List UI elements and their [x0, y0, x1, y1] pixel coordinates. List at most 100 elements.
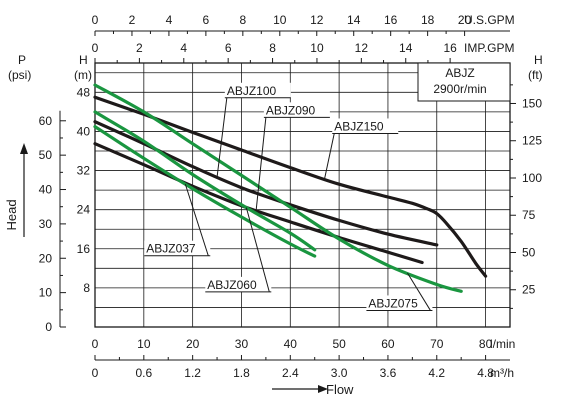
model-annotation: ABJZ [445, 66, 474, 80]
impgpm-tick: 0 [92, 41, 99, 55]
head-axis-title: Head [4, 199, 19, 230]
curve-label-abjz060: ABJZ060 [207, 278, 257, 292]
usgpm-tick: 10 [273, 13, 287, 27]
head-ft-tick: 100 [522, 171, 542, 185]
annotation-box [417, 62, 511, 102]
curve-label-bg-abjz090 [263, 102, 330, 118]
head-m-tick: 48 [77, 85, 91, 99]
x-tick-lmin: 70 [430, 337, 444, 351]
usgpm-tick: 4 [166, 13, 173, 27]
x-tick-m3h: 4.2 [428, 366, 445, 380]
curve-label-abjz075: ABJZ075 [368, 296, 418, 310]
head-ft-tick: 150 [522, 96, 542, 110]
head-m-tick: 40 [77, 124, 91, 138]
curve-labels: ABJZ150 ABJZ100 ABJZ090 ABJZ075 ABJZ060 ABJZ0… [144, 82, 433, 311]
x-tick-lmin: 10 [137, 337, 151, 351]
impgpm-tick: 8 [269, 41, 276, 55]
psi-tick: 0 [45, 320, 52, 334]
usgpm-tick: 12 [310, 13, 324, 27]
head-m-tick: 16 [77, 242, 91, 256]
psi-axis-symbol: P [18, 53, 26, 67]
curve-label-leader-abjz075 [407, 272, 431, 311]
x-tick-m3h: 0 [92, 366, 99, 380]
x-tick-m3h: 0.6 [135, 366, 152, 380]
speed-annotation: 2900r/min [433, 82, 486, 96]
head-ft-tick: 125 [522, 134, 542, 148]
curve-label-abjz090: ABJZ090 [266, 103, 316, 117]
curve-label-abjz150: ABJZ150 [334, 119, 384, 133]
curve-label-abjz100: ABJZ100 [227, 84, 277, 98]
curve-label-leader-abjz150 [323, 133, 335, 180]
usgpm-tick: 18 [421, 13, 435, 27]
usgpm-tick: 16 [384, 13, 398, 27]
head-ft-tick: 25 [522, 283, 536, 297]
usgpm-tick: 0 [92, 13, 99, 27]
curve-abjz075 [93, 83, 463, 293]
psi-tick: 30 [39, 217, 53, 231]
psi-tick: 50 [39, 148, 53, 162]
head-ft-axis-symbol: H [534, 53, 543, 67]
head-m-tick: 24 [77, 203, 91, 217]
usgpm-tick: 20 [458, 13, 472, 27]
series [93, 83, 488, 293]
curve-label-bg-abjz150 [332, 118, 399, 134]
lmin-unit-label: l/min [490, 337, 515, 351]
impgpm-tick: 16 [443, 41, 457, 55]
curve-label-bg-abjz060 [205, 276, 272, 292]
impgpm-tick: 4 [180, 41, 187, 55]
head-m-tick: 8 [83, 281, 90, 295]
flow-arrow [272, 385, 328, 393]
curve-label-leader-abjz100 [216, 97, 228, 178]
head-ft-axis-unit: (ft) [528, 68, 543, 82]
curve-label-leader-abjz060 [245, 207, 270, 292]
x-tick-lmin: 20 [186, 337, 200, 351]
x-tick-lmin: 30 [235, 337, 249, 351]
psi-tick: 20 [39, 251, 53, 265]
usgpm-tick: 6 [203, 13, 210, 27]
x-tick-m3h: 1.2 [184, 366, 201, 380]
curve-label-bg-abjz037 [144, 240, 211, 256]
curve-label-leader-abjz037 [184, 183, 209, 256]
x-tick-m3h: 3.0 [331, 366, 348, 380]
curve-label-abjz037: ABJZ037 [146, 242, 196, 256]
usgpm-tick: 14 [347, 13, 361, 27]
usgpm-tick: 8 [239, 13, 246, 27]
x-tick-m3h: 1.8 [233, 366, 250, 380]
impgpm-tick: 14 [399, 41, 413, 55]
impgpm-tick: 2 [136, 41, 143, 55]
psi-tick: 40 [39, 183, 53, 197]
x-tick-lmin: 80 [479, 337, 493, 351]
curve-label-bg-abjz100 [224, 82, 291, 98]
usgpm-unit-label: U.S.GPM [464, 13, 515, 27]
head-arrow [20, 143, 28, 237]
x-tick-lmin: 40 [284, 337, 298, 351]
x-tick-lmin: 50 [332, 337, 346, 351]
curve-abjz150 [93, 95, 488, 278]
curve-abjz100 [93, 120, 439, 247]
usgpm-tick: 2 [129, 13, 136, 27]
m3h-unit-label: m³/h [490, 366, 514, 380]
head-ft-tick: 75 [522, 208, 536, 222]
head-m-axis-unit: (m) [74, 68, 92, 82]
impgpm-tick: 6 [225, 41, 232, 55]
impgpm-tick: 10 [310, 41, 324, 55]
flow-axis-title: Flow [326, 382, 354, 397]
psi-tick: 10 [39, 286, 53, 300]
impgpm-tick: 12 [355, 41, 369, 55]
x-tick-lmin: 60 [381, 337, 395, 351]
head-m-tick: 32 [77, 164, 91, 178]
curve-label-leader-abjz090 [255, 117, 267, 211]
curve-label-bg-abjz075 [366, 295, 433, 311]
x-tick-m3h: 3.6 [380, 366, 397, 380]
head-ft-tick: 50 [522, 245, 536, 259]
curve-abjz060 [93, 110, 317, 252]
psi-axis-unit: (psi) [8, 68, 31, 82]
impgpm-unit-label: IMP.GPM [464, 41, 514, 55]
x-tick-lmin: 0 [92, 337, 99, 351]
x-tick-m3h: 4.8 [477, 366, 494, 380]
curve-abjz090 [93, 142, 424, 265]
x-tick-m3h: 2.4 [282, 366, 299, 380]
curve-abjz037 [93, 125, 317, 258]
axes: 0 10 20 30 40 50 60 70 800 0.6 1.2 1.8 2.4 3.0 3.6 4.2 4… [39, 13, 543, 380]
